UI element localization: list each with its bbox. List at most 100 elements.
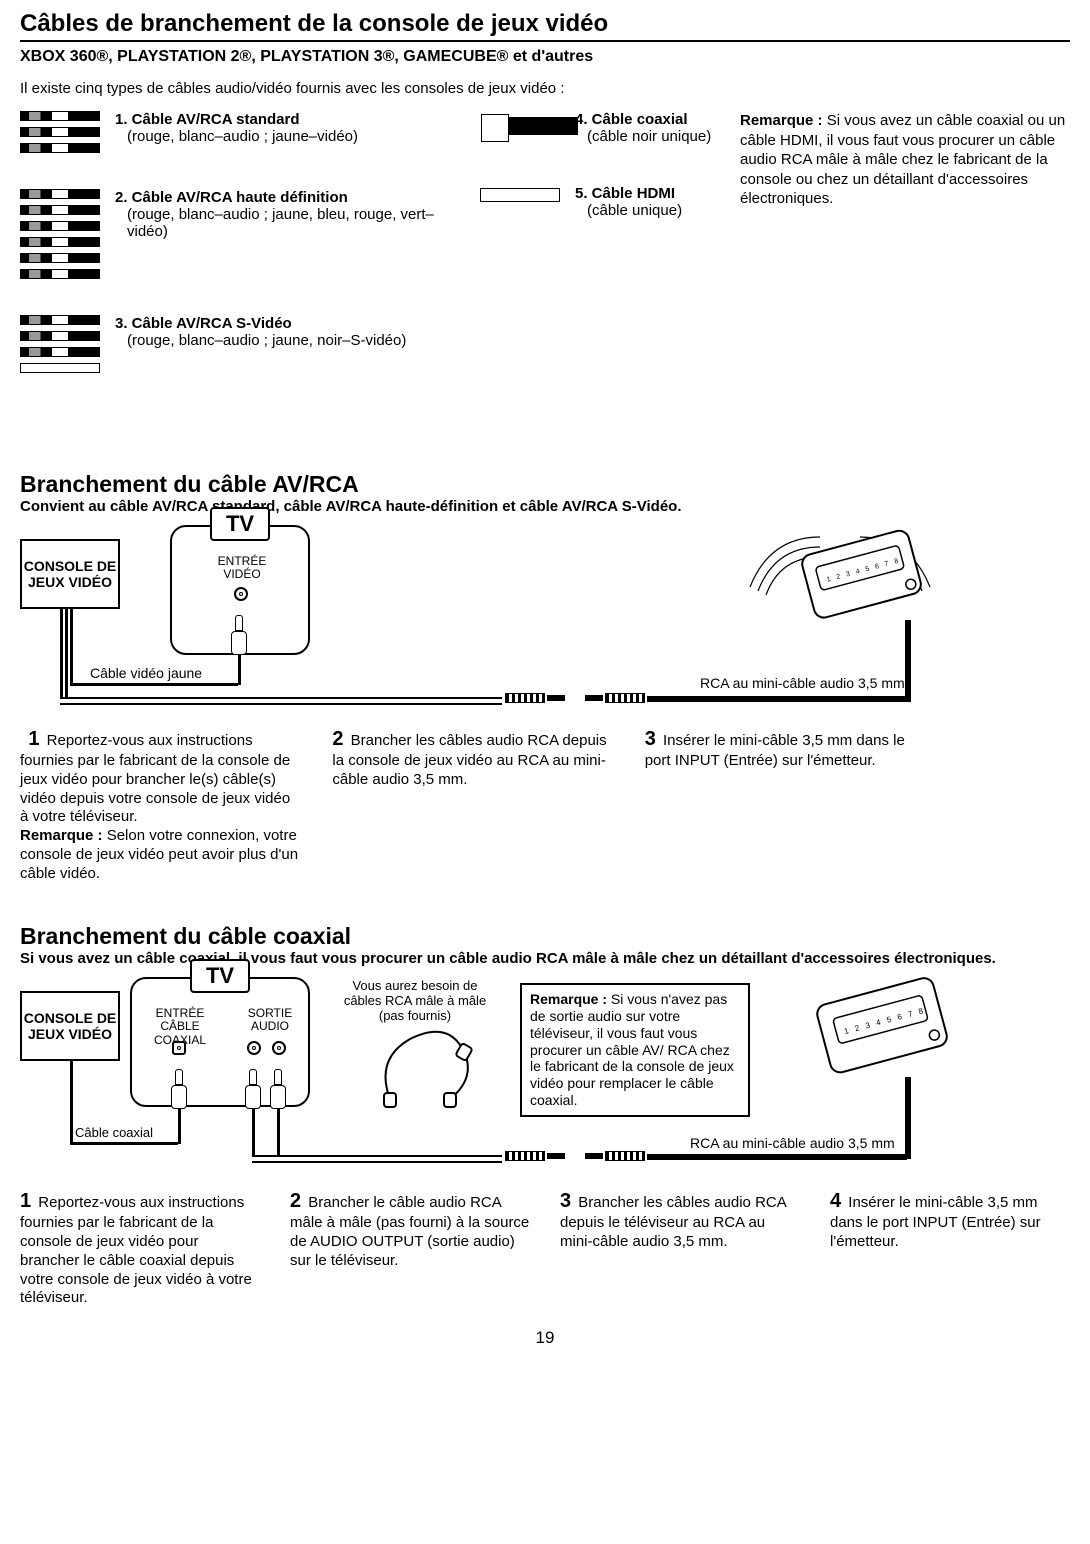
- jack-icon: [230, 615, 248, 655]
- wire: [70, 609, 73, 684]
- tv-port-label: ENTRÉE VIDÉO: [207, 555, 277, 581]
- tv-label: TV: [190, 959, 250, 993]
- step-text: Insérer le mini-câble 3,5 mm dans le por…: [645, 732, 905, 769]
- cable3-desc: (rouge, blanc–audio ; jaune, noir–S-vidé…: [115, 332, 406, 349]
- cable-types-grid: 1. Câble AV/RCA standard (rouge, blanc–a…: [20, 111, 1070, 431]
- subtitle: XBOX 360®, PLAYSTATION 2®, PLAYSTATION 3…: [20, 48, 1070, 66]
- av-steps: 1 Reportez-vous aux instructions fournie…: [20, 727, 1070, 883]
- section-coax-title: Branchement du câble coaxial: [20, 923, 1070, 950]
- cable5-title: 5. Câble HDMI: [575, 185, 682, 202]
- rca-need-label: Vous aurez besoin de câbles RCA mâle à m…: [340, 979, 490, 1024]
- step-number: 2: [290, 1190, 301, 1212]
- cable1-desc: (rouge, blanc–audio ; jaune–vidéo): [115, 128, 358, 145]
- wire: [70, 683, 238, 686]
- rca-svideo-icon: [20, 315, 115, 373]
- jack-icon: [170, 1069, 188, 1109]
- cable2-desc: (rouge, blanc–audio ; jaune, bleu, rouge…: [115, 206, 460, 240]
- mini-plug-icon: [505, 1151, 565, 1161]
- coax-port-icon: [172, 1041, 186, 1055]
- mini-plug-icon: [585, 693, 645, 703]
- wire: [277, 1109, 280, 1157]
- page-title: Câbles de branchement de la console de j…: [20, 10, 1070, 42]
- step-text: Insérer le mini-câble 3,5 mm dans le por…: [830, 1194, 1041, 1250]
- wire: [178, 1109, 181, 1144]
- spacer: [957, 727, 1070, 883]
- cable3-title: 3. Câble AV/RCA S-Vidéo: [115, 315, 406, 332]
- cable4-desc: (câble noir unique): [575, 128, 711, 145]
- diagram-av: CONSOLE DE JEUX VIDÉO TV ENTRÉE VIDÉO Câ…: [20, 525, 1070, 715]
- console-box: CONSOLE DE JEUX VIDÉO: [20, 991, 120, 1061]
- jack-icon: [244, 1069, 262, 1109]
- step-text: Brancher le câble audio RCA mâle à mâle …: [290, 1194, 529, 1269]
- coax-note-label: Remarque :: [530, 991, 611, 1007]
- diagram-coax: CONSOLE DE JEUX VIDÉO TV ENTRÉE CÂBLE CO…: [20, 977, 1070, 1177]
- caption-rca-mini: RCA au mini-câble audio 3,5 mm: [690, 1135, 895, 1151]
- mini-plug-icon: [585, 1151, 645, 1161]
- coax-step-1: 1 Reportez-vous aux instructions fournie…: [20, 1189, 260, 1308]
- rca-hd-icon: [20, 189, 115, 279]
- hdmi-cable-icon: [480, 185, 575, 205]
- cable-remark: Remarque : Si vous avez un câble coaxial…: [740, 111, 1080, 209]
- cable-type-5: 5. Câble HDMI (câble unique): [480, 185, 730, 219]
- cable5-desc: (câble unique): [575, 202, 682, 219]
- wire: [238, 655, 241, 685]
- caption-rca-mini: RCA au mini-câble audio 3,5 mm: [700, 675, 905, 691]
- rca-loop-icon: [370, 1019, 480, 1109]
- coax-steps: 1 Reportez-vous aux instructions fournie…: [20, 1189, 1070, 1308]
- wire: [65, 609, 68, 699]
- coax-step-4: 4 Insérer le mini-câble 3,5 mm dans le p…: [830, 1189, 1070, 1308]
- caption-coax: Câble coaxial: [75, 1125, 153, 1140]
- coax-step-3: 3 Brancher les câbles audio RCA depuis l…: [560, 1189, 800, 1308]
- page-number: 19: [20, 1328, 1070, 1348]
- tv-label: TV: [210, 507, 270, 541]
- step-text: Reportez-vous aux instructions fournies …: [20, 1194, 252, 1306]
- caption-yellow-cable: Câble vidéo jaune: [90, 665, 202, 681]
- cable4-title: 4. Câble coaxial: [575, 111, 711, 128]
- transmitter-icon: 1234 5678: [765, 977, 975, 1117]
- cable-type-1: 1. Câble AV/RCA standard (rouge, blanc–a…: [20, 111, 460, 153]
- step-number: 4: [830, 1190, 841, 1212]
- remark-label: Remarque :: [740, 112, 827, 129]
- step-text: Brancher les câbles audio RCA depuis le …: [560, 1194, 786, 1250]
- step-number: 3: [645, 728, 656, 750]
- step-number: 1: [20, 1190, 31, 1212]
- step-text: Reportez-vous aux instructions fournies …: [20, 732, 290, 825]
- step-note-label: Remarque :: [20, 827, 103, 844]
- section-av-sub: Convient au câble AV/RCA standard, câble…: [20, 498, 1070, 515]
- section-coax-sub: Si vous avez un câble coaxial, il vous f…: [20, 950, 1070, 967]
- cable-type-4: 4. Câble coaxial (câble noir unique): [480, 111, 730, 145]
- coax-note-box: Remarque : Si vous n'avez pas de sortie …: [520, 983, 750, 1117]
- transmitter-icon: 1234 5678: [730, 517, 940, 657]
- tv-video-port-icon: [234, 587, 248, 601]
- av-step-3: 3 Insérer le mini-câble 3,5 mm dans le p…: [645, 727, 927, 883]
- wire: [60, 609, 63, 699]
- cable-type-2: 2. Câble AV/RCA haute définition (rouge,…: [20, 189, 460, 279]
- step-text: Brancher les câbles audio RCA depuis la …: [332, 732, 606, 788]
- coax-note-text: Si vous n'avez pas de sortie audio sur v…: [530, 991, 734, 1108]
- wire: [647, 696, 907, 702]
- step-number: 2: [332, 728, 343, 750]
- step-number: 3: [560, 1190, 571, 1212]
- wire: [70, 1061, 73, 1143]
- cable-type-3: 3. Câble AV/RCA S-Vidéo (rouge, blanc–au…: [20, 315, 460, 373]
- mini-plug-icon: [505, 693, 565, 703]
- console-box: CONSOLE DE JEUX VIDÉO: [20, 539, 120, 609]
- cable1-title: 1. Câble AV/RCA standard: [115, 111, 358, 128]
- wire: [252, 1109, 255, 1157]
- wire: [252, 1155, 502, 1163]
- wire: [70, 1142, 178, 1145]
- av-step-1: 1 Reportez-vous aux instructions fournie…: [20, 727, 302, 883]
- coax-step-2: 2 Brancher le câble audio RCA mâle à mâl…: [290, 1189, 530, 1308]
- av-step-2: 2 Brancher les câbles audio RCA depuis l…: [332, 727, 614, 883]
- step-number: 1: [28, 728, 39, 750]
- rca-standard-icon: [20, 111, 115, 153]
- cable2-title: 2. Câble AV/RCA haute définition: [115, 189, 460, 206]
- section-av-title: Branchement du câble AV/RCA: [20, 471, 1070, 498]
- coaxial-cable-icon: [480, 111, 575, 141]
- jack-icon: [269, 1069, 287, 1109]
- wire: [60, 697, 502, 705]
- audio-out-port-icon: [247, 1041, 261, 1055]
- wire: [647, 1154, 907, 1160]
- tv-port2-label: SORTIE AUDIO: [240, 1007, 300, 1033]
- intro-text: Il existe cinq types de câbles audio/vid…: [20, 80, 1070, 97]
